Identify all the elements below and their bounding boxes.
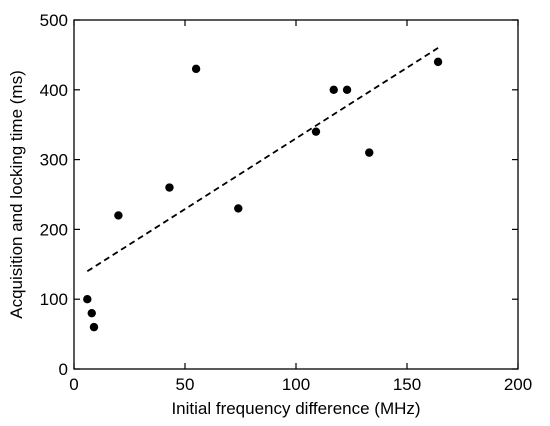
data-point [433, 57, 443, 67]
data-point [83, 295, 92, 304]
x-tick-label: 100 [282, 375, 310, 394]
plot-frame [73, 19, 519, 370]
data-point [89, 322, 99, 332]
data-point [329, 85, 338, 95]
x-axis-label: Initial frequency difference (MHz) [171, 399, 420, 418]
y-tick-label: 500 [40, 11, 68, 30]
plot-marks [83, 47, 443, 332]
y-tick-label: 100 [40, 290, 68, 309]
data-point [165, 183, 174, 192]
y-tick-label: 0 [59, 360, 68, 379]
data-point [87, 308, 96, 318]
x-tick-label: 0 [69, 375, 78, 394]
data-point [234, 204, 243, 213]
axis-ticks: 0 50 100 150 200 0 100 200 300 400 500 [40, 11, 533, 394]
data-point [114, 211, 123, 220]
y-tick-label: 300 [40, 151, 68, 170]
data-point [342, 85, 352, 95]
trend-line [86, 47, 439, 273]
data-point [311, 127, 321, 136]
y-tick-label: 200 [40, 220, 68, 239]
x-tick-label: 50 [176, 375, 195, 394]
y-tick-label: 400 [40, 81, 68, 100]
data-point [191, 64, 201, 74]
x-tick-label: 200 [504, 375, 532, 394]
data-point [365, 148, 374, 157]
y-axis-label: Acquisition and locking time (ms) [7, 70, 26, 318]
x-tick-label: 150 [393, 375, 421, 394]
